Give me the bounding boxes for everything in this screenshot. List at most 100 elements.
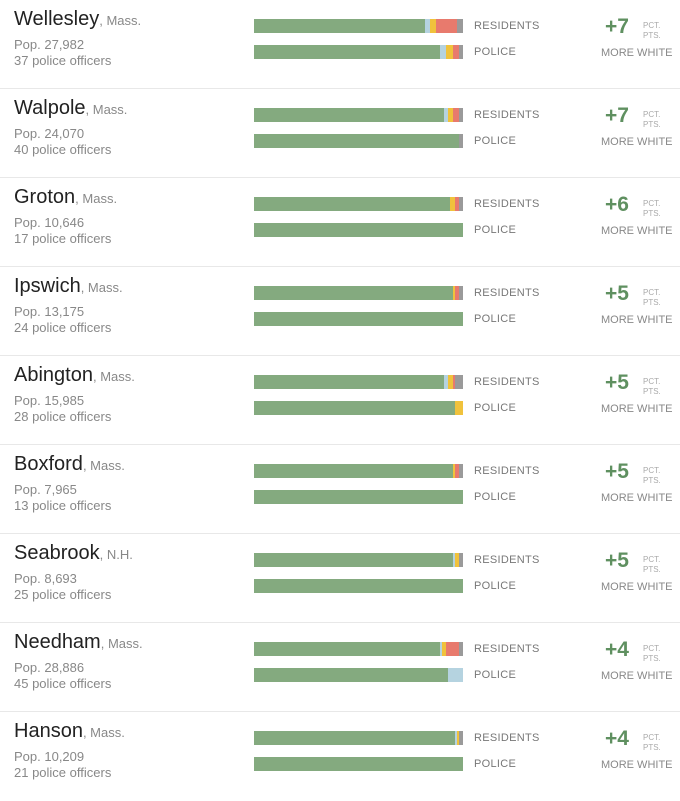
- residents-segment-hispanic: [454, 553, 459, 567]
- police-segment-white: [254, 668, 449, 682]
- police-segment-hispanic: [454, 401, 463, 415]
- residents-label: RESIDENTS: [474, 198, 540, 210]
- unit-pts: PTS.: [643, 743, 661, 752]
- white-difference: +7: [605, 15, 629, 38]
- residents-segment-other: [458, 553, 463, 567]
- town-state: , Mass.: [82, 725, 125, 740]
- residents-segment-black: [452, 375, 455, 389]
- police-label: POLICE: [474, 758, 517, 770]
- residents-segment-other: [458, 108, 463, 122]
- residents-segment-asian: [444, 108, 449, 122]
- police-segment-white: [254, 579, 463, 593]
- town-title: Walpole, Mass.: [14, 97, 127, 120]
- town-state: , Mass.: [80, 280, 123, 295]
- unit-pts: PTS.: [643, 120, 661, 129]
- police-segment-asian: [448, 668, 463, 682]
- police-bar: [254, 45, 463, 59]
- police-segment-white: [254, 45, 441, 59]
- population: Pop. 27,982: [14, 37, 85, 52]
- officer-count: 25 police officers: [14, 587, 112, 602]
- residents-segment-white: [254, 197, 451, 211]
- population: Pop. 13,175: [14, 304, 85, 319]
- residents-segment-other: [458, 731, 463, 745]
- residents-segment-black: [435, 19, 457, 33]
- unit-pts: PTS.: [643, 476, 661, 485]
- residents-segment-white: [254, 286, 453, 300]
- police-bar: [254, 312, 463, 326]
- residents-segment-other: [454, 375, 463, 389]
- officer-count: 45 police officers: [14, 676, 112, 691]
- unit-pct: PCT.: [643, 288, 661, 297]
- unit-pts: PTS.: [643, 387, 661, 396]
- unit-pct: PCT.: [643, 733, 661, 742]
- officer-count: 21 police officers: [14, 765, 112, 780]
- town-row: Abington, Mass. Pop. 15,985 28 police offi…: [0, 356, 680, 445]
- police-bar: [254, 134, 463, 148]
- unit-pts: PTS.: [643, 565, 661, 574]
- police-label: POLICE: [474, 580, 517, 592]
- town-title: Hanson, Mass.: [14, 720, 125, 743]
- residents-segment-hispanic: [429, 19, 436, 33]
- residents-segment-hispanic: [448, 375, 453, 389]
- town-state: , N.H.: [99, 547, 133, 562]
- population: Pop. 24,070: [14, 126, 85, 141]
- residents-bar: [254, 197, 463, 211]
- white-difference: +5: [605, 282, 629, 305]
- town-state: , Mass.: [100, 636, 143, 651]
- officer-count: 24 police officers: [14, 320, 112, 335]
- residents-segment-white: [254, 731, 455, 745]
- residents-bar: [254, 19, 463, 33]
- unit-pct: PCT.: [643, 199, 661, 208]
- residents-label: RESIDENTS: [474, 376, 540, 388]
- police-segment-other: [458, 45, 463, 59]
- officer-count: 40 police officers: [14, 142, 112, 157]
- officer-count: 13 police officers: [14, 498, 112, 513]
- town-title: Needham, Mass.: [14, 631, 143, 654]
- residents-segment-black: [446, 642, 459, 656]
- police-segment-white: [254, 134, 459, 148]
- police-segment-white: [254, 401, 455, 415]
- police-bar: [254, 223, 463, 237]
- residents-label: RESIDENTS: [474, 287, 540, 299]
- residents-bar: [254, 375, 463, 389]
- population: Pop. 7,965: [14, 482, 77, 497]
- residents-bar: [254, 642, 463, 656]
- residents-segment-hispanic: [448, 108, 453, 122]
- residents-segment-white: [254, 19, 426, 33]
- police-label: POLICE: [474, 313, 517, 325]
- more-white-label: MORE WHITE: [601, 492, 673, 504]
- town-title: Seabrook, N.H.: [14, 542, 133, 565]
- residents-segment-black: [452, 108, 459, 122]
- police-segment-hispanic: [446, 45, 453, 59]
- residents-segment-asian: [444, 375, 449, 389]
- white-difference: +5: [605, 371, 629, 394]
- town-title: Abington, Mass.: [14, 364, 135, 387]
- town-name: Groton: [14, 186, 76, 208]
- police-segment-asian: [440, 45, 447, 59]
- unit-pts: PTS.: [643, 298, 661, 307]
- town-state: , Mass.: [92, 369, 135, 384]
- police-label: POLICE: [474, 224, 517, 236]
- white-difference: +4: [605, 727, 629, 750]
- officer-count: 17 police officers: [14, 231, 112, 246]
- residents-label: RESIDENTS: [474, 732, 540, 744]
- town-name: Wellesley: [14, 8, 100, 30]
- white-difference: +5: [605, 460, 629, 483]
- residents-segment-hispanic: [452, 464, 455, 478]
- residents-segment-hispanic: [456, 731, 459, 745]
- residents-segment-hispanic: [450, 197, 455, 211]
- more-white-label: MORE WHITE: [601, 225, 673, 237]
- unit-pct: PCT.: [643, 21, 661, 30]
- unit-pct: PCT.: [643, 644, 661, 653]
- population: Pop. 28,886: [14, 660, 85, 675]
- police-segment-black: [452, 45, 459, 59]
- police-segment-white: [254, 223, 463, 237]
- town-title: Wellesley, Mass.: [14, 8, 141, 31]
- police-label: POLICE: [474, 669, 517, 681]
- more-white-label: MORE WHITE: [601, 403, 673, 415]
- police-bar: [254, 579, 463, 593]
- town-row: Seabrook, N.H. Pop. 8,693 25 police office…: [0, 534, 680, 623]
- town-name: Hanson: [14, 720, 83, 742]
- residents-bar: [254, 464, 463, 478]
- town-title: Ipswich, Mass.: [14, 275, 123, 298]
